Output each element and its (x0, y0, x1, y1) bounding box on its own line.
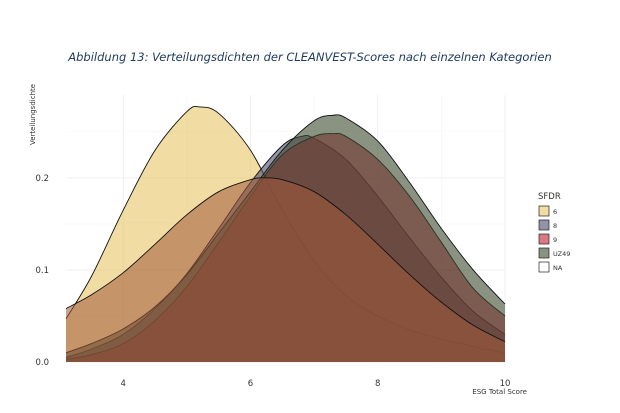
y-tick-label: 0.1 (35, 266, 49, 276)
x-tick-label: 10 (500, 379, 511, 389)
x-axis-title: ESG Total Score (472, 388, 527, 396)
legend-swatch-uz49 (538, 247, 550, 259)
legend-swatch-8 (538, 219, 550, 231)
legend-label: UZ49 (553, 250, 570, 258)
x-tick-label: 6 (248, 379, 253, 389)
legend-swatch-9 (538, 233, 550, 245)
x-tick-label: 8 (375, 379, 380, 389)
x-tick-label: 4 (121, 379, 126, 389)
x-axis-ticks: 4 6 8 10 (121, 379, 511, 389)
density-line-na (65, 177, 506, 343)
y-axis-title: Verteilungsdichte (29, 84, 37, 145)
legend-label: 9 (553, 236, 557, 244)
y-tick-label: 0.0 (35, 358, 49, 368)
legend-title: SFDR (538, 192, 561, 202)
legend-label: 8 (553, 222, 557, 230)
legend-swatch-6 (538, 205, 550, 217)
figure-caption: Abbildung 13: Verteilungsdichten der CLE… (68, 50, 552, 64)
density-areas (65, 105, 506, 362)
y-axis-ticks: 0.0 0.1 0.2 (35, 174, 49, 368)
legend: SFDR 6 8 9 UZ49 NA (538, 192, 570, 273)
y-tick-label: 0.2 (35, 174, 49, 184)
legend-label: 6 (553, 208, 557, 216)
density-area-na (66, 177, 505, 362)
legend-swatch-na (538, 261, 550, 273)
legend-label: NA (553, 264, 563, 272)
